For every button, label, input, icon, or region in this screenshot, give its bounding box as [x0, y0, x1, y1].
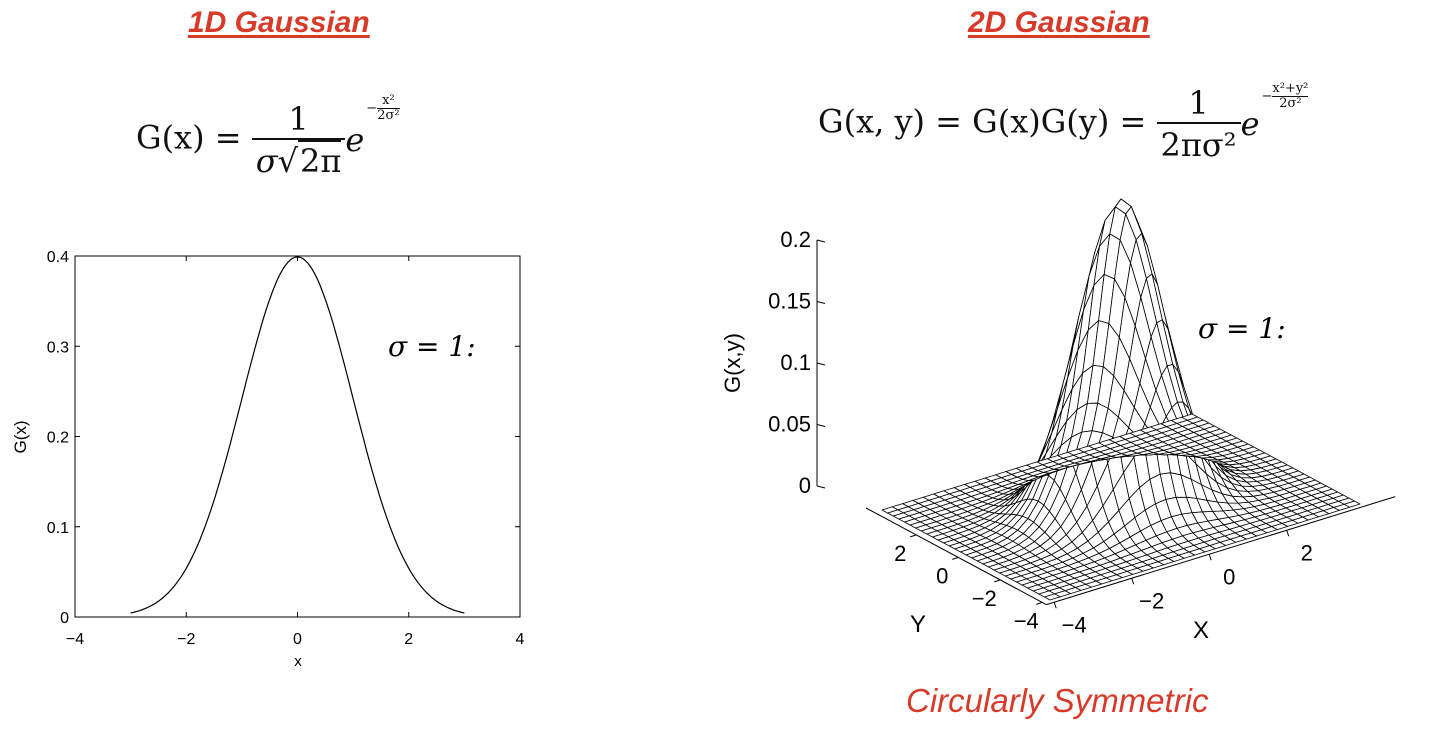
xlabel-2d: X — [1193, 617, 1209, 644]
eq1d-den-sigma: σ — [255, 142, 278, 180]
eq1d-exp-den: 2σ² — [377, 108, 400, 123]
ylabel-2d: Y — [910, 611, 926, 638]
z-tick-label-2d: 0.1 — [780, 350, 811, 375]
y-tick-2d — [910, 534, 917, 538]
eq1d-num: 1 — [288, 100, 309, 138]
x-tick-label-1d: 2 — [404, 631, 413, 648]
y-tick-label-1d: 0.2 — [47, 430, 69, 447]
eq2d-exp-den: 2σ² — [1272, 96, 1309, 111]
x-tick-2d — [1131, 578, 1135, 585]
surface-cell — [1181, 413, 1198, 421]
x-tick-2d — [1208, 554, 1212, 561]
sigma-annotation-2d: σ = 1: — [1198, 312, 1286, 345]
x-tick-label-2d: −4 — [1062, 612, 1087, 637]
eq2d-exp-sign: − — [1261, 89, 1273, 104]
y-tick-label-2d: 2 — [894, 541, 906, 566]
z-tick-label-2d: 0.2 — [780, 227, 811, 252]
y-tick-label-1d: 0.3 — [47, 339, 69, 356]
y-tick-2d — [952, 556, 959, 560]
eq1d-exp-sign: − — [366, 101, 378, 116]
x-tick-label-2d: 0 — [1223, 564, 1235, 589]
z-tick-2d — [816, 301, 826, 304]
eq1d-lhs: G(x) = — [136, 118, 242, 157]
zlabel-2d: G(x,y) — [720, 333, 745, 393]
y-tick-label-1d: 0.4 — [47, 249, 69, 266]
y-tick-2d — [1036, 601, 1043, 605]
z-tick-label-2d: 0 — [799, 473, 811, 498]
eq2d-exp-num: x²+y² — [1272, 81, 1309, 96]
y-axis-2d — [865, 507, 1047, 606]
x-tick-2d — [1286, 530, 1290, 537]
z-tick-2d — [816, 485, 826, 489]
eq2d-lhs: G(x, y) = G(x)G(y) = — [818, 102, 1147, 141]
z-tick-2d — [816, 239, 826, 243]
caption-circularly-symmetric: Circularly Symmetric — [906, 682, 1209, 719]
sigma-annotation-1d: σ = 1: — [388, 330, 476, 363]
eq1d-exp-num: x² — [382, 93, 395, 108]
equation-2d: G(x, y) = G(x)G(y) = 1 2πσ² e− x²+y² 2σ² — [818, 81, 1309, 164]
eq2d-base: e — [1240, 105, 1260, 143]
gaussian-1d-curve — [130, 256, 465, 614]
x-tick-label-1d: −2 — [177, 631, 195, 648]
x-tick-label-1d: −4 — [66, 631, 84, 648]
x-axis-2d — [1046, 496, 1396, 606]
y-tick-label-1d: 0.1 — [47, 520, 69, 537]
x-tick-label-2d: −2 — [1139, 588, 1164, 613]
eq2d-num: 1 — [1188, 84, 1209, 122]
z-tick-label-2d: 0.15 — [768, 289, 811, 314]
equation-1d: G(x) = 1 σ√2π e− x² 2σ² — [136, 93, 400, 180]
title-1d: 1D Gaussian — [188, 6, 370, 39]
y-tick-label-2d: 0 — [936, 563, 948, 588]
z-tick-2d — [816, 424, 826, 427]
eq2d-den: 2πσ² — [1156, 122, 1241, 164]
title-2d: 2D Gaussian — [968, 6, 1150, 39]
z-tick-label-2d: 0.05 — [768, 412, 811, 437]
y-tick-label-1d: 0 — [60, 610, 69, 627]
y-tick-label-2d: −2 — [972, 586, 997, 611]
eq1d-base: e — [345, 121, 365, 159]
x-tick-label-2d: 2 — [1301, 540, 1313, 565]
z-tick-2d — [816, 362, 826, 366]
eq1d-den-root: 2π — [297, 140, 342, 180]
x-tick-2d — [1053, 602, 1057, 609]
y-tick-label-2d: −4 — [1014, 608, 1039, 633]
x-tick-label-1d: 0 — [293, 631, 302, 648]
ylabel-1d: G(x) — [11, 420, 30, 453]
xlabel-1d: x — [294, 653, 302, 670]
x-tick-label-1d: 4 — [516, 631, 525, 648]
y-tick-2d — [994, 579, 1001, 583]
